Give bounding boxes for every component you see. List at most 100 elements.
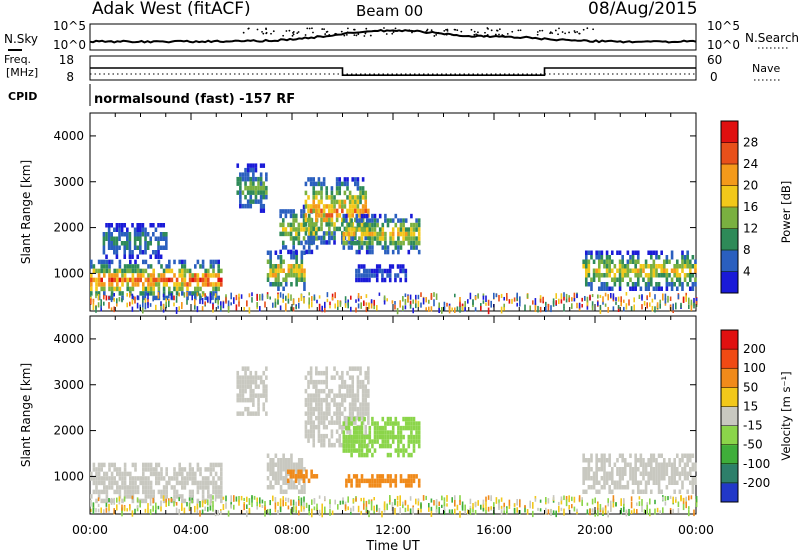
power-clutter-mark (693, 297, 695, 303)
power-echo-cell (386, 245, 390, 250)
velocity-echo-cell (670, 467, 674, 472)
power-echo-cell (297, 268, 301, 273)
velocity-echo-cell (239, 411, 242, 416)
velocity-clutter-mark (165, 501, 167, 507)
power-echo-cell (113, 241, 116, 246)
power-echo-cell (129, 277, 132, 283)
power-echo-cell (320, 222, 323, 227)
power-echo-cell (345, 213, 348, 219)
power-clutter-mark (157, 293, 160, 299)
power-echo-cell (368, 227, 372, 232)
velocity-echo-cell (103, 476, 106, 481)
power-clutter-mark (178, 306, 180, 312)
power-echo-cell (277, 268, 280, 273)
velocity-echo-cell (688, 471, 692, 476)
power-echo-cell (618, 282, 622, 287)
velocity-clutter-mark (209, 501, 212, 506)
velocity-clutter-mark (282, 499, 284, 507)
velocity-echo-cell (358, 448, 361, 453)
colorbar-tick-label: -100 (743, 457, 770, 471)
velocity-echo-cell (608, 458, 611, 463)
power-echo-cell (694, 282, 697, 287)
power-echo-cell (284, 213, 288, 219)
velocity-echo-cell (259, 393, 263, 398)
velocity-echo-cell (603, 467, 606, 472)
power-echo-cell (239, 185, 242, 191)
power-echo-cell (183, 282, 187, 287)
velocity-echo-cell (207, 480, 210, 486)
velocity-clutter-mark (576, 508, 578, 512)
velocity-echo-cell (358, 425, 361, 431)
power-clutter-mark (178, 292, 180, 297)
power-echo-cell (246, 199, 250, 204)
power-clutter-mark (649, 302, 651, 307)
velocity-echo-cell (317, 402, 321, 407)
velocity-echo-cell (402, 478, 405, 484)
velocity-echo-cell (277, 458, 280, 463)
velocity-echo-cell (290, 467, 293, 472)
velocity-echo-cell (312, 420, 316, 425)
velocity-echo-cell (376, 430, 379, 435)
power-echo-cell (168, 264, 171, 269)
power-echo-cell (347, 222, 351, 228)
power-echo-cell (365, 240, 369, 246)
power-echo-cell (115, 241, 119, 246)
velocity-echo-cell (134, 489, 137, 495)
power-echo-cell (139, 236, 142, 241)
power-echo-cell (175, 291, 179, 296)
velocity-clutter-mark (136, 504, 139, 509)
power-echo-cell (384, 218, 387, 223)
velocity-clutter-mark (472, 503, 474, 510)
power-clutter-mark (407, 295, 409, 303)
power-echo-cell (315, 204, 318, 209)
power-echo-cell (605, 255, 609, 260)
power-echo-cell (649, 255, 653, 260)
power-echo-cell (328, 226, 331, 232)
power-clutter-mark (261, 293, 264, 297)
velocity-echo-cell (371, 452, 374, 458)
power-clutter-mark (493, 292, 495, 300)
velocity-echo-cell (330, 415, 334, 421)
power-echo-cell (381, 236, 385, 241)
velocity-clutter-mark (290, 499, 292, 506)
velocity-clutter-mark (292, 503, 295, 510)
velocity-clutter-mark (264, 501, 266, 507)
velocity-clutter-mark (318, 495, 321, 499)
velocity-echo-cell (610, 476, 614, 481)
velocity-clutter-mark (425, 495, 427, 500)
power-clutter-mark (233, 297, 235, 304)
power-echo-cell (342, 213, 346, 219)
power-clutter-mark (357, 293, 360, 299)
power-echo-cell (120, 223, 124, 228)
power-echo-cell (97, 273, 101, 278)
velocity-echo-cell (367, 375, 370, 380)
nsky-dot (576, 31, 579, 33)
velocity-clutter-mark (256, 497, 258, 504)
power-echo-cell (103, 282, 106, 287)
velocity-echo-cell (386, 452, 390, 458)
power-echo-cell (351, 177, 355, 182)
power-echo-cell (322, 240, 326, 245)
power-echo-cell (381, 222, 385, 228)
velocity-echo-cell (300, 458, 304, 463)
velocity-echo-cell (249, 370, 253, 376)
velocity-clutter-mark (399, 495, 401, 503)
power-echo-cell (356, 195, 360, 200)
power-echo-cell (100, 264, 103, 269)
power-echo-cell (282, 259, 285, 264)
power-echo-cell (415, 236, 418, 241)
power-echo-cell (394, 245, 398, 250)
velocity-echo-cell (320, 411, 323, 416)
velocity-echo-cell (649, 476, 653, 481)
velocity-echo-cell (595, 467, 598, 472)
power-echo-cell (649, 264, 653, 269)
velocity-clutter-mark (435, 505, 438, 512)
velocity-clutter-mark (513, 503, 516, 507)
velocity-echo-cell (105, 476, 109, 481)
power-echo-cell (378, 240, 382, 246)
power-echo-cell (259, 203, 263, 209)
velocity-echo-cell (257, 406, 260, 412)
power-echo-cell (199, 277, 202, 283)
power-echo-cell (681, 250, 684, 255)
velocity-echo-cell (410, 416, 413, 422)
